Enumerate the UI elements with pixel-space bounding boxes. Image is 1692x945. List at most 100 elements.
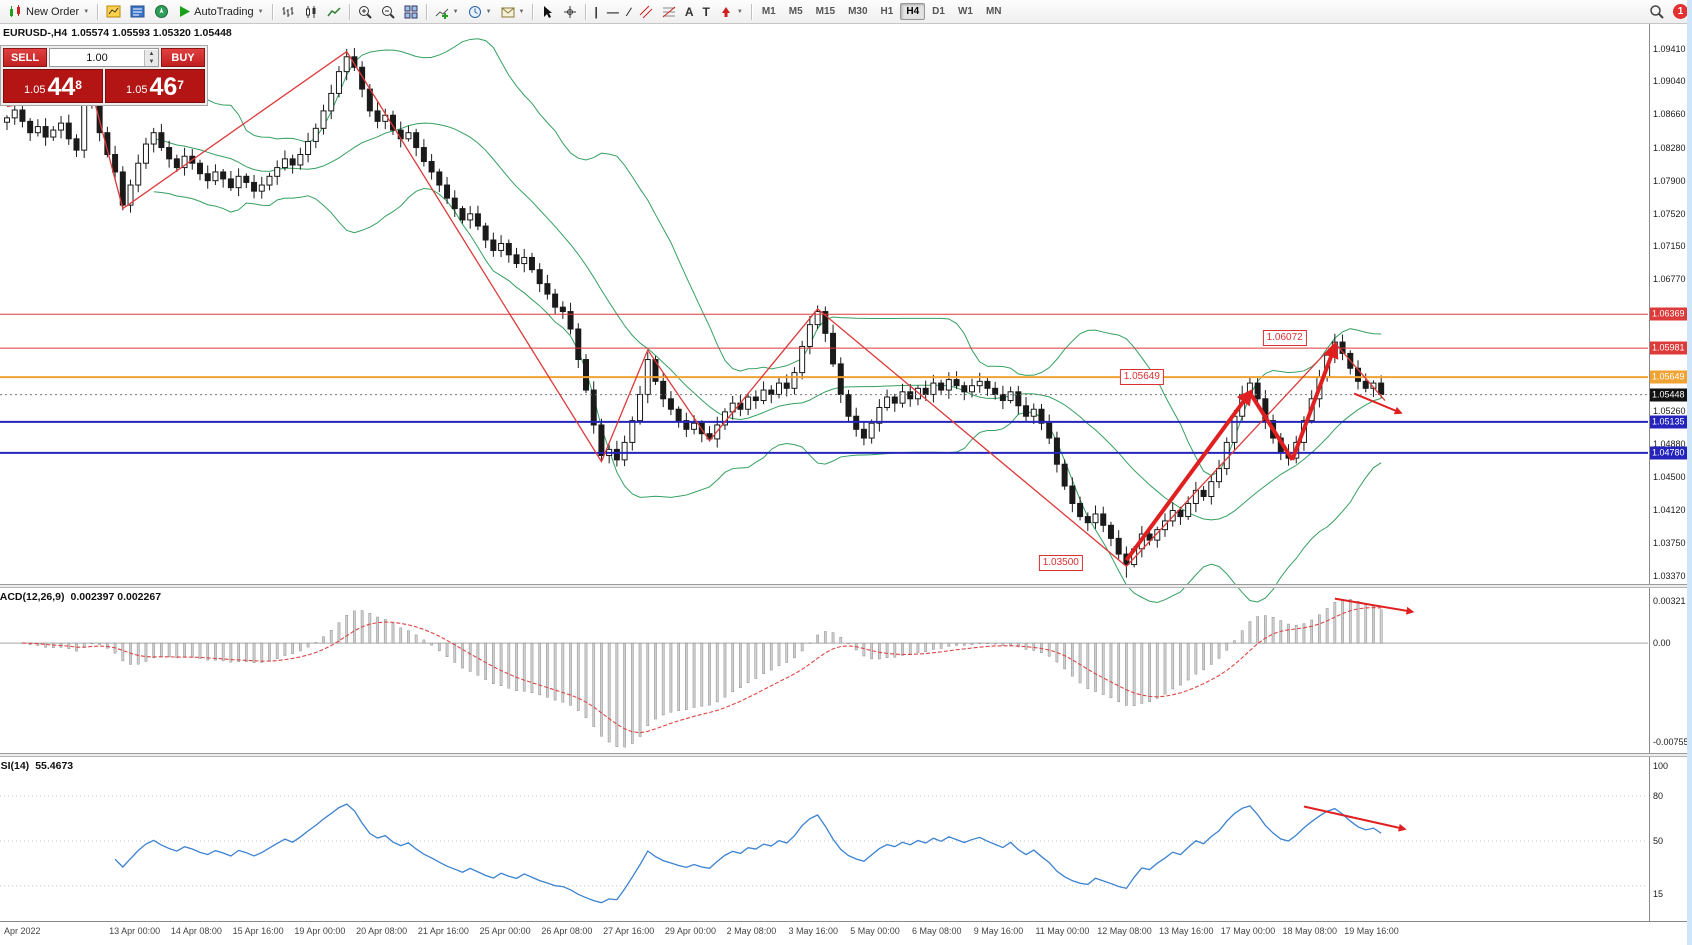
- time-axis-label: 12 May 08:00: [1097, 926, 1152, 936]
- time-axis-label: 25 Apr 00:00: [479, 926, 531, 936]
- timeframe-W1[interactable]: W1: [957, 6, 973, 17]
- periods-button[interactable]: ▼: [464, 2, 496, 22]
- arrows-tool[interactable]: ▼: [715, 2, 747, 22]
- autotrading-button[interactable]: AutoTrading ▼: [174, 2, 267, 22]
- search-button[interactable]: [1645, 2, 1668, 22]
- forecast-arrow-macd[interactable]: [1334, 597, 1415, 615]
- chevron-down-icon: ▼: [257, 8, 264, 15]
- price-axis-label: 1.03370: [1653, 570, 1686, 581]
- notification-badge[interactable]: 1: [1673, 4, 1688, 19]
- chevron-down-icon: ▼: [736, 8, 743, 15]
- candles: [4, 48, 1385, 578]
- window-scrollbar[interactable]: [1687, 0, 1692, 945]
- label-tool[interactable]: T: [699, 2, 714, 22]
- text-icon: A: [684, 4, 694, 19]
- price-badge-1.05649: 1.05649: [1650, 370, 1688, 384]
- timeframe-M5[interactable]: M5: [788, 6, 803, 17]
- new-order-button[interactable]: New Order ▼: [4, 2, 93, 22]
- tile-windows-button[interactable]: [400, 2, 422, 22]
- sell-price-display[interactable]: 1.05 44 8: [3, 69, 103, 103]
- price-axis-label: 1.09040: [1653, 76, 1686, 87]
- market-watch-button[interactable]: [126, 2, 149, 22]
- price-axis-label: 1.07150: [1653, 241, 1686, 252]
- templates-button[interactable]: ▼: [497, 2, 529, 22]
- trend-arrows[interactable]: [1124, 341, 1403, 562]
- chevron-down-icon: ▼: [452, 8, 459, 15]
- search-icon: [1650, 5, 1664, 19]
- zigzag-lines[interactable]: [6, 50, 1386, 568]
- line-chart-mode-button[interactable]: [323, 2, 345, 22]
- price-badge-1.05135: 1.05135: [1650, 415, 1688, 429]
- buy-price-display[interactable]: 1.05 46 7: [105, 69, 205, 103]
- price-annotation-1.05649[interactable]: 1.05649: [1119, 369, 1164, 386]
- price-axis-label: 1.09410: [1653, 43, 1686, 54]
- timeframe-M30[interactable]: M30: [848, 6, 868, 17]
- text-tool[interactable]: A: [681, 2, 698, 22]
- timeframe-H1[interactable]: H1: [880, 6, 894, 17]
- crosshair-tool-button[interactable]: [559, 2, 581, 22]
- timeframe-H4[interactable]: H4: [900, 3, 926, 20]
- chart-symbol-period: EURUSD-,H4: [3, 27, 68, 39]
- cursor-tool-button[interactable]: [537, 2, 558, 22]
- forecast-arrow-price[interactable]: [1353, 392, 1403, 415]
- zoom-out-button[interactable]: [377, 2, 399, 22]
- volume-down-button[interactable]: ▼: [145, 57, 158, 66]
- horizontal-line-icon: —: [606, 4, 619, 19]
- time-axis[interactable]: Apr 2022 13 Apr 00:00 14 Apr 08:00 15 Apr 1…: [0, 922, 1687, 945]
- clock-icon: [468, 5, 481, 18]
- rsi-plot: [0, 795, 1648, 904]
- panel-resize-handle[interactable]: [0, 584, 1687, 588]
- indicators-button[interactable]: ▼: [431, 2, 463, 22]
- time-axis-label: 5 May 00:00: [850, 926, 900, 936]
- time-axis-label: 21 Apr 16:00: [417, 926, 469, 936]
- charts-button[interactable]: [102, 2, 125, 22]
- price-badge-1.04780: 1.04780: [1650, 446, 1688, 460]
- navigator-button[interactable]: [150, 2, 173, 22]
- toolbar-separator: [425, 3, 427, 20]
- time-axis-label: 26 Apr 08:00: [541, 926, 593, 936]
- timeframe-M1[interactable]: M1: [761, 6, 776, 17]
- panel-resize-handle[interactable]: [0, 753, 1687, 757]
- zoom-in-button[interactable]: [354, 2, 376, 22]
- fibonacci-icon: [662, 6, 676, 17]
- fibonacci-tool[interactable]: [658, 2, 680, 22]
- candlestick-mode-button[interactable]: [300, 2, 322, 22]
- forecast-arrow-rsi[interactable]: [1303, 805, 1407, 832]
- bar-chart-mode-button[interactable]: [277, 2, 299, 22]
- sell-button[interactable]: SELL: [3, 48, 47, 67]
- time-axis-label: 19 Apr 00:00: [294, 926, 346, 936]
- thick-trend-arrow-1[interactable]: [1124, 388, 1253, 562]
- price-badge-1.05981: 1.05981: [1650, 341, 1688, 355]
- cursor-icon: [544, 5, 553, 18]
- autotrading-play-icon: [180, 6, 191, 17]
- price-badge-1.06369: 1.06369: [1650, 307, 1688, 321]
- volume-up-button[interactable]: ▲: [145, 49, 158, 58]
- time-axis-label: 29 Apr 00:00: [664, 926, 716, 936]
- timeframe-MN[interactable]: MN: [985, 6, 1002, 17]
- horizontal-line-tool[interactable]: —: [603, 2, 623, 22]
- price-axis-label: 1.08280: [1653, 142, 1686, 153]
- thick-trend-arrow-2[interactable]: [1248, 391, 1295, 461]
- trendline-tool[interactable]: ∕: [624, 2, 634, 22]
- price-axis[interactable]: 1.09410 1.09040 1.08660 1.08280 1.07900 1.075…: [1649, 24, 1692, 921]
- crosshair-icon: [564, 5, 577, 18]
- channel-tool[interactable]: [635, 2, 657, 22]
- time-axis-label: 6 May 08:00: [911, 926, 962, 936]
- time-axis-label: 20 Apr 08:00: [356, 926, 408, 936]
- rsi-label: RSI(14)55.4673: [0, 760, 74, 772]
- volume-stepper[interactable]: 1.00 ▲ ▼: [49, 48, 159, 67]
- thick-trend-arrow-3[interactable]: [1290, 341, 1339, 461]
- timeframe-D1[interactable]: D1: [932, 6, 945, 17]
- timeframe-M15[interactable]: M15: [815, 6, 836, 17]
- indicators-icon: [435, 8, 448, 19]
- price-annotation-1.06072[interactable]: 1.06072: [1262, 329, 1307, 346]
- bb-lower-band: [153, 188, 1382, 603]
- navigator-icon: [155, 5, 169, 18]
- vertical-line-tool[interactable]: |: [590, 2, 601, 22]
- price-annotation-1.03500[interactable]: 1.03500: [1038, 554, 1083, 571]
- buy-button[interactable]: BUY: [161, 48, 205, 67]
- horizontal-level-lines[interactable]: [0, 313, 1648, 454]
- zigzag-line[interactable]: [6, 50, 1386, 568]
- trendline-icon: ∕: [627, 4, 630, 19]
- volume-value[interactable]: 1.00: [86, 51, 108, 64]
